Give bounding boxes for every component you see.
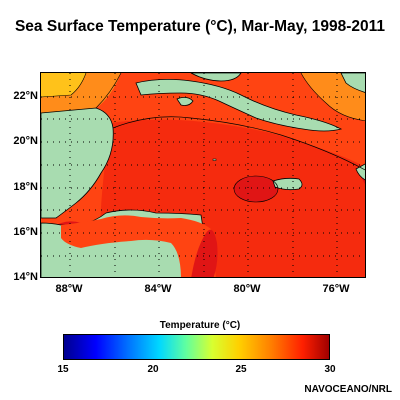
lat-tick-label: 14°N xyxy=(13,271,38,283)
gulf-of-honduras-sea xyxy=(61,215,216,277)
hispaniola xyxy=(355,163,365,181)
contour-line xyxy=(300,73,365,122)
lon-tick-label: 80°W xyxy=(233,283,261,295)
lat-tick-label: 22°N xyxy=(13,90,38,102)
contour-line xyxy=(112,116,365,171)
cayman-islands xyxy=(212,158,217,161)
lon-tick-label: 84°W xyxy=(144,283,172,295)
lat-tick-label: 18°N xyxy=(13,181,38,193)
coolest-zone-northwest xyxy=(41,73,86,97)
map-title: Sea Surface Temperature (°C), Mar-May, 1… xyxy=(14,18,386,35)
contour-line xyxy=(95,73,122,109)
colorbar-tick-label: 20 xyxy=(147,364,159,375)
sst-map xyxy=(40,72,366,278)
yucatan-landmass xyxy=(41,107,114,219)
hot-spot-jamaica xyxy=(234,176,278,202)
colorbar-tick-label: 30 xyxy=(324,364,336,375)
sst-map-svg xyxy=(41,73,365,277)
credit-label: NAVOCEANO/NRL xyxy=(304,384,392,395)
florida-keys xyxy=(190,73,242,82)
colorbar-tick-label: 15 xyxy=(57,364,69,375)
contour-line xyxy=(233,175,279,203)
graticule xyxy=(41,73,365,277)
lon-tick-label: 76°W xyxy=(322,283,350,295)
colorbar-tick-label: 25 xyxy=(235,364,247,375)
legend-title: Temperature (°C) xyxy=(159,320,241,331)
isle-of-youth xyxy=(176,97,194,106)
lat-tick-label: 16°N xyxy=(13,226,38,238)
temperature-colorbar xyxy=(63,334,330,360)
lat-tick-label: 20°N xyxy=(13,135,38,147)
contour-line xyxy=(41,73,87,98)
cuba-landmass xyxy=(135,79,343,132)
bahamas xyxy=(340,73,365,93)
lon-tick-label: 88°W xyxy=(55,283,83,295)
jamaica xyxy=(272,177,303,191)
